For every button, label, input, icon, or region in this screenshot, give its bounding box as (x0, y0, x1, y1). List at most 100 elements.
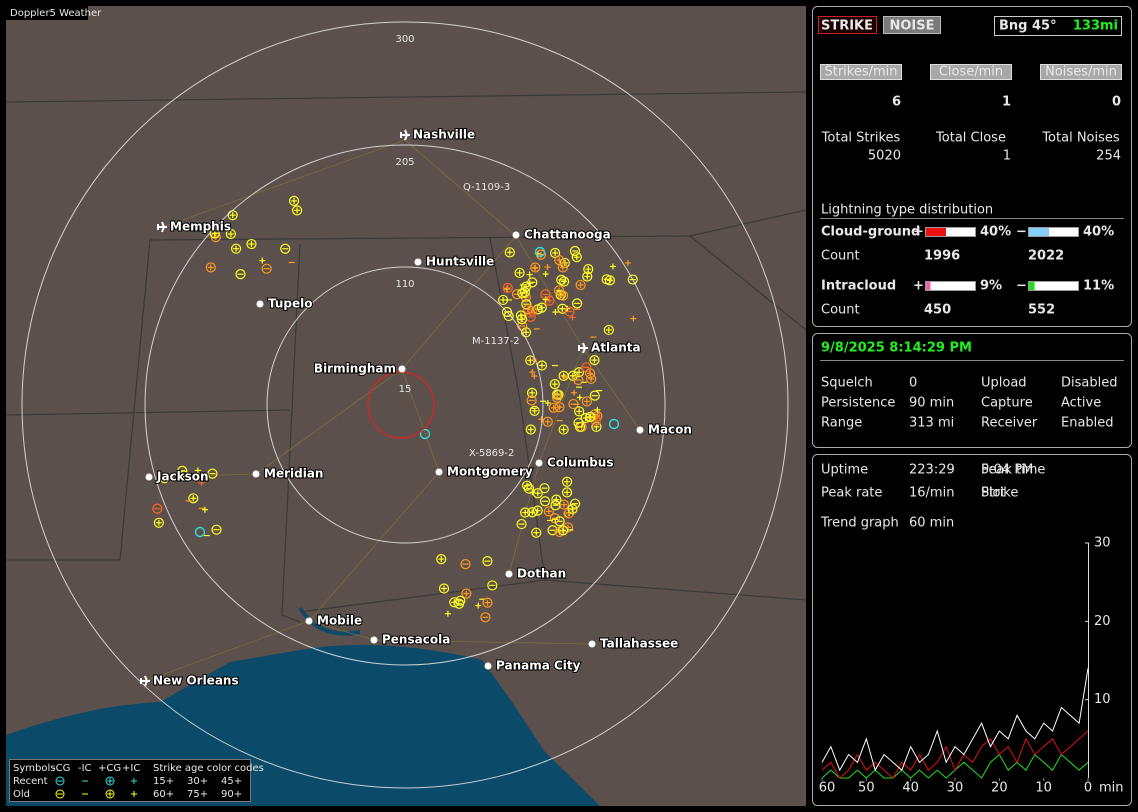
total-value: 254 (1096, 149, 1121, 164)
trend-line (821, 668, 1089, 772)
strike-ring (521, 480, 533, 491)
strike-button[interactable] (818, 16, 877, 34)
strike-ring (539, 483, 550, 494)
legend-header: -IC (78, 763, 92, 774)
strike-ring (487, 580, 498, 591)
percent: 11% (1083, 279, 1114, 294)
city-dot (505, 570, 513, 578)
city-dot (484, 662, 492, 670)
city-label: Dothan (517, 567, 566, 581)
city-dot (512, 231, 520, 239)
bar-fill (926, 282, 931, 290)
rate-label: Strikes/min (824, 65, 897, 80)
legend-row-label: Old (13, 789, 30, 800)
x-tick-label: 20 (991, 781, 1008, 796)
count-label: Count (821, 303, 860, 318)
strike-ring (558, 370, 569, 381)
city-dot (636, 426, 644, 434)
strike-ring (603, 324, 614, 336)
total-value: 1 (1003, 149, 1011, 164)
y-tick-label: 20 (1094, 614, 1111, 629)
strike-ring (557, 525, 569, 536)
strike-ring (564, 306, 575, 317)
city-dot (435, 468, 443, 476)
city-label: Columbus (547, 456, 614, 470)
strike-ring (583, 264, 594, 275)
percent: 9% (980, 279, 1002, 294)
strike-ring (288, 195, 300, 207)
bearing: Bng 45° (999, 19, 1057, 34)
x-tick-label: 10 (1035, 781, 1052, 796)
strike-ring (550, 500, 561, 511)
strike-ring (581, 396, 592, 407)
legend-box (9, 759, 251, 802)
strike-ring (543, 506, 554, 517)
count-value: 1996 (924, 249, 960, 264)
strike-ring (482, 597, 493, 608)
strike-ring (205, 262, 216, 273)
strike-ring (246, 238, 257, 250)
setting-label: Range (821, 416, 862, 431)
stat-label: Plot (981, 486, 1006, 501)
strike-ring (559, 276, 570, 287)
bay (298, 606, 361, 636)
x-tick-label: 60 (819, 781, 836, 796)
sign: − (1016, 225, 1027, 240)
city-dot (414, 258, 422, 266)
strike-ring (515, 310, 527, 321)
legend-header: -CG (52, 763, 70, 774)
strike-ring (569, 498, 581, 509)
age-code: 60+ (153, 789, 174, 800)
legend-symbol-ring (105, 776, 115, 786)
y-tick-label: 10 (1094, 692, 1111, 707)
strike-ring (569, 245, 581, 257)
total-label: Total Close (935, 131, 1006, 146)
setting-value: Disabled (1061, 376, 1117, 391)
age-code: 15+ (153, 776, 174, 787)
strike-ring (523, 483, 535, 494)
strike-recent (534, 246, 546, 258)
stat-value: Strike (981, 486, 1018, 501)
strike-ring (504, 247, 515, 258)
strike-ring (561, 487, 573, 498)
city-label: Montgomery (447, 465, 533, 479)
city-label: Atlanta (591, 341, 641, 355)
setting-label: Persistence (821, 396, 895, 411)
noise-button-label[interactable]: NOISE (889, 19, 934, 34)
strike-ring (527, 507, 538, 518)
range-ring (21, 21, 789, 789)
strike-ring (532, 488, 543, 499)
strike-button-label[interactable]: STRIKE (821, 19, 873, 34)
legend-row-label: Recent (13, 776, 48, 787)
setting-value: 90 min (909, 396, 954, 411)
city-dot (588, 640, 596, 648)
legend-header: Strike age color codes (153, 763, 264, 774)
strike-ring (209, 228, 220, 239)
strike-ring (562, 522, 574, 533)
stat-label: Peak time (981, 463, 1045, 478)
city-label: Tallahassee (600, 637, 678, 651)
strike-ring (627, 274, 638, 285)
strike-ring (526, 387, 538, 398)
rate-button (1040, 64, 1122, 80)
rate-value: 0 (1112, 95, 1121, 110)
map (5, 6, 807, 806)
bar-fill (926, 228, 946, 236)
range-label: 15 (399, 384, 412, 395)
strike-ring (551, 494, 562, 505)
airport-icon (400, 129, 410, 141)
strike-ring (261, 263, 272, 274)
strike-ring (567, 503, 578, 515)
city-dot (535, 459, 543, 467)
percent: 40% (1083, 225, 1114, 240)
range-label: 300 (395, 34, 414, 45)
city-label: Panama City (496, 659, 581, 673)
rate-button (820, 64, 902, 80)
type-name: Cloud-ground (821, 225, 920, 240)
noise-button[interactable] (883, 16, 941, 34)
strike-ring (207, 468, 218, 479)
status-panel (812, 333, 1132, 448)
strike-ring (586, 373, 597, 385)
track-label: Q-1109-3 (463, 182, 510, 193)
count-value: 552 (1028, 303, 1055, 318)
